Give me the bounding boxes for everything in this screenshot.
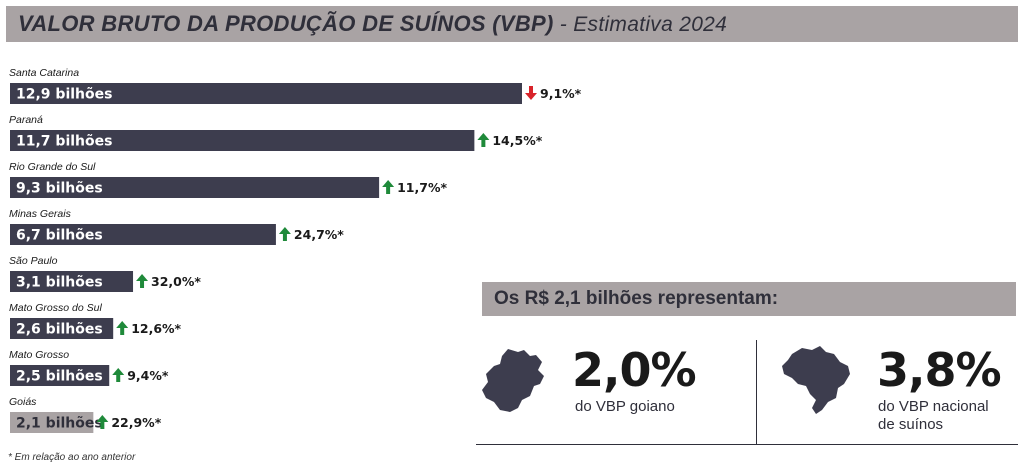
arrow-up-icon-sao-paulo <box>136 274 149 288</box>
state-label-parana: Paraná <box>9 114 43 126</box>
state-label-sao-paulo: São Paulo <box>9 255 58 267</box>
bar-parana <box>10 130 475 151</box>
arrow-up-icon-goias <box>96 415 109 429</box>
state-label-minas-gerais: Minas Gerais <box>9 208 72 220</box>
change-label-parana: 14,5%* <box>492 133 542 148</box>
change-label-mato-grosso-do-sul: 12,6%* <box>131 321 181 336</box>
arrow-down-icon-santa-catarina <box>525 86 537 100</box>
arrow-up-icon-parana <box>477 133 490 147</box>
change-label-mato-grosso: 9,4%* <box>127 368 169 383</box>
stat-goias-value: 2,0% <box>572 343 697 397</box>
state-label-mato-grosso-do-sul: Mato Grosso do Sul <box>9 302 102 314</box>
state-label-goias: Goiás <box>9 396 37 408</box>
representation-title: Os R$ 2,1 bilhões representam: <box>494 288 779 309</box>
arrow-up-icon-mato-grosso <box>112 368 125 382</box>
representation-header: Os R$ 2,1 bilhões representam: <box>482 282 1016 316</box>
stat-national-desc-line2: de suínos <box>878 416 944 433</box>
bar-rio-grande-do-sul <box>10 177 380 198</box>
bar-minas-gerais <box>10 224 276 245</box>
stats-divider <box>756 340 757 444</box>
change-label-rio-grande-do-sul: 11,7%* <box>397 180 447 195</box>
value-label-minas-gerais: 6,7 bilhões <box>16 228 103 244</box>
chart-title-main: VALOR BRUTO DA PRODUÇÃO DE SUÍNOS (VBP) <box>18 11 554 36</box>
bar-santa-catarina <box>10 83 522 104</box>
brazil-map-icon <box>782 346 850 414</box>
arrow-up-icon-rio-grande-do-sul <box>382 180 395 194</box>
chart-subtitle: - Estimativa 2024 <box>553 13 728 36</box>
value-label-parana: 11,7 bilhões <box>16 134 112 150</box>
state-label-mato-grosso: Mato Grosso <box>9 349 69 361</box>
value-label-rio-grande-do-sul: 9,3 bilhões <box>16 181 103 197</box>
value-label-santa-catarina: 12,9 bilhões <box>16 87 112 103</box>
value-label-mato-grosso-do-sul: 2,6 bilhões <box>16 322 103 338</box>
bar-mato-grosso-do-sul <box>10 318 114 339</box>
stat-national-value: 3,8% <box>877 343 1002 397</box>
bar-goias <box>10 412 94 433</box>
stat-national-desc-line1: do VBP nacional <box>878 398 989 415</box>
state-label-rio-grande-do-sul: Rio Grande do Sul <box>9 161 96 173</box>
value-label-goias: 2,1 bilhões <box>16 416 103 432</box>
stat-goias-desc: do VBP goiano <box>575 398 675 415</box>
state-label-santa-catarina: Santa Catarina <box>9 67 79 79</box>
goias-map-icon <box>482 349 544 412</box>
change-label-sao-paulo: 32,0%* <box>151 274 201 289</box>
change-label-goias: 22,9%* <box>111 415 161 430</box>
arrow-up-icon-mato-grosso-do-sul <box>116 321 129 335</box>
value-label-sao-paulo: 3,1 bilhões <box>16 275 103 291</box>
chart-title: VALOR BRUTO DA PRODUÇÃO DE SUÍNOS (VBP) … <box>18 11 727 37</box>
bar-sao-paulo <box>10 271 134 292</box>
change-label-santa-catarina: 9,1%* <box>540 86 582 101</box>
footnote: * Em relação ao ano anterior <box>8 452 136 463</box>
change-label-minas-gerais: 24,7%* <box>294 227 344 242</box>
bar-mato-grosso <box>10 365 110 386</box>
arrow-up-icon-minas-gerais <box>278 227 291 241</box>
title-bar: VALOR BRUTO DA PRODUÇÃO DE SUÍNOS (VBP) … <box>6 6 1018 42</box>
value-label-mato-grosso: 2,5 bilhões <box>16 369 103 385</box>
stats-bottom-rule <box>476 444 1018 445</box>
